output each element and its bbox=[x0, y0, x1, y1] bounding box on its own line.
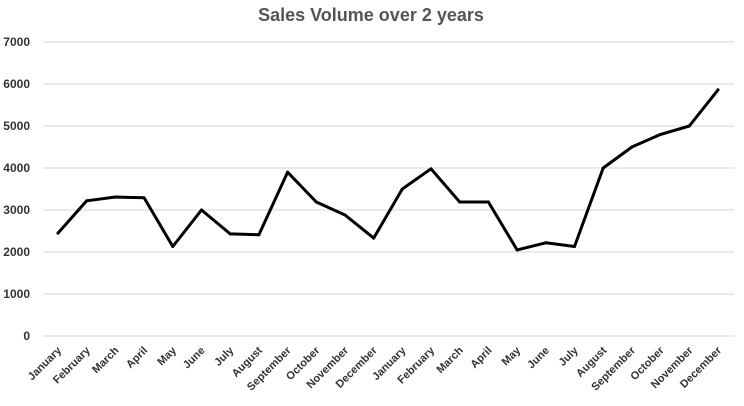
data-point bbox=[544, 241, 548, 245]
data-point bbox=[659, 132, 663, 136]
x-tick-label: April bbox=[124, 345, 150, 371]
data-point bbox=[228, 232, 232, 236]
data-point bbox=[400, 187, 404, 191]
data-point bbox=[257, 233, 261, 237]
x-tick-label: July bbox=[212, 344, 237, 369]
series-line bbox=[56, 88, 720, 252]
data-point bbox=[515, 248, 519, 252]
data-point bbox=[716, 88, 720, 92]
series-layer bbox=[56, 88, 720, 252]
data-point bbox=[573, 245, 577, 249]
data-point bbox=[343, 213, 347, 217]
data-point bbox=[601, 166, 605, 170]
data-point bbox=[458, 200, 462, 204]
x-tick-label: March bbox=[90, 344, 122, 376]
y-tick-label: 7000 bbox=[3, 35, 30, 49]
x-tick-label: April bbox=[468, 345, 494, 371]
data-point bbox=[429, 167, 433, 171]
data-point bbox=[486, 200, 490, 204]
data-point bbox=[630, 145, 634, 149]
data-point bbox=[199, 208, 203, 212]
x-tick-label: July bbox=[557, 344, 582, 369]
data-point bbox=[687, 124, 691, 128]
y-axis-ticks: 0 1000 2000 3000 4000 5000 6000 7000 bbox=[3, 35, 30, 343]
data-point bbox=[113, 195, 117, 199]
x-tick-label: May bbox=[155, 344, 179, 368]
data-point bbox=[314, 200, 318, 204]
x-tick-label: June bbox=[181, 345, 208, 372]
chart-title: Sales Volume over 2 years bbox=[258, 5, 484, 25]
x-tick-label: May bbox=[500, 344, 524, 368]
x-tick-label: June bbox=[525, 345, 552, 372]
y-tick-label: 6000 bbox=[3, 77, 30, 91]
data-point bbox=[142, 196, 146, 200]
data-point bbox=[85, 199, 89, 203]
y-tick-label: 5000 bbox=[3, 119, 30, 133]
x-tick-label: March bbox=[434, 344, 466, 376]
data-point bbox=[171, 245, 175, 249]
gridlines bbox=[43, 41, 734, 337]
y-tick-label: 4000 bbox=[3, 161, 30, 175]
y-tick-label: 0 bbox=[23, 329, 30, 343]
data-point bbox=[286, 170, 290, 174]
data-point bbox=[56, 231, 60, 235]
y-tick-label: 3000 bbox=[3, 203, 30, 217]
y-tick-label: 2000 bbox=[3, 245, 30, 259]
y-tick-label: 1000 bbox=[3, 287, 30, 301]
data-point bbox=[372, 236, 376, 240]
